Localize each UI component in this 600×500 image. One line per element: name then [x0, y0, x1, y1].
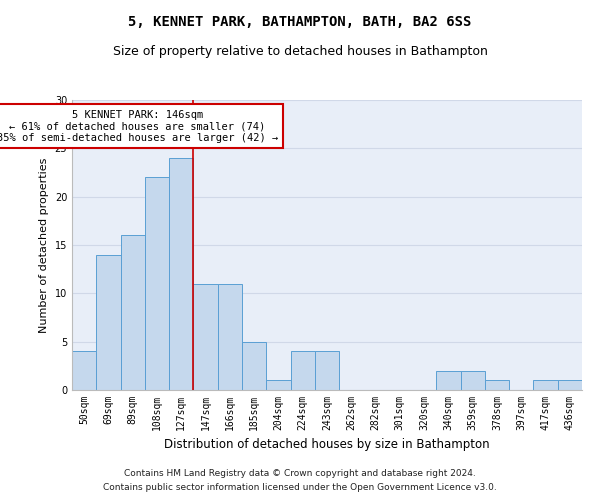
Bar: [72, 352, 96, 390]
Bar: [145, 178, 169, 390]
Bar: [242, 342, 266, 390]
Bar: [266, 380, 290, 390]
Bar: [121, 236, 145, 390]
Bar: [218, 284, 242, 390]
Bar: [193, 284, 218, 390]
Text: 5 KENNET PARK: 146sqm
← 61% of detached houses are smaller (74)
35% of semi-deta: 5 KENNET PARK: 146sqm ← 61% of detached …: [0, 110, 278, 143]
Y-axis label: Number of detached properties: Number of detached properties: [39, 158, 49, 332]
Text: Size of property relative to detached houses in Bathampton: Size of property relative to detached ho…: [113, 45, 487, 58]
Bar: [558, 380, 582, 390]
Text: 5, KENNET PARK, BATHAMPTON, BATH, BA2 6SS: 5, KENNET PARK, BATHAMPTON, BATH, BA2 6S…: [128, 15, 472, 29]
Bar: [169, 158, 193, 390]
Bar: [290, 352, 315, 390]
X-axis label: Distribution of detached houses by size in Bathampton: Distribution of detached houses by size …: [164, 438, 490, 452]
Bar: [533, 380, 558, 390]
Bar: [485, 380, 509, 390]
Bar: [436, 370, 461, 390]
Text: Contains public sector information licensed under the Open Government Licence v3: Contains public sector information licen…: [103, 484, 497, 492]
Bar: [461, 370, 485, 390]
Bar: [315, 352, 339, 390]
Bar: [96, 254, 121, 390]
Text: Contains HM Land Registry data © Crown copyright and database right 2024.: Contains HM Land Registry data © Crown c…: [124, 468, 476, 477]
